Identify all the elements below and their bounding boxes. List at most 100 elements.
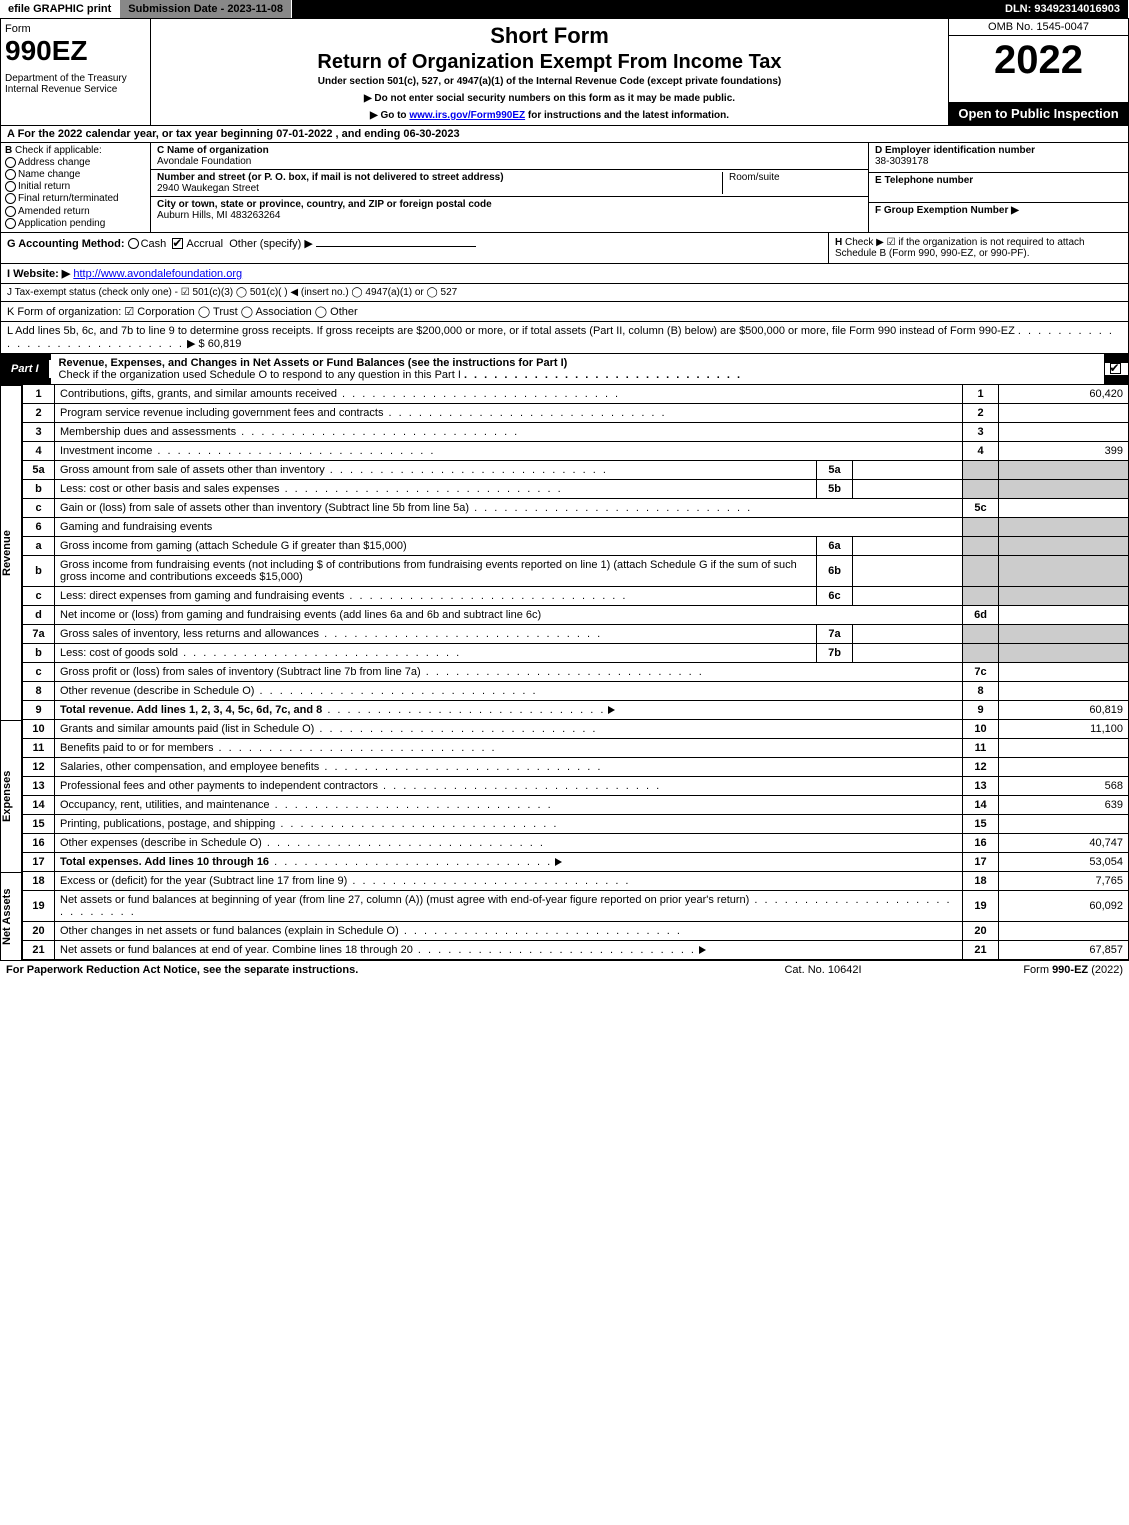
arrow-icon	[608, 706, 615, 714]
line-5c: cGain or (loss) from sale of assets othe…	[23, 498, 1129, 517]
line-2: 2Program service revenue including gover…	[23, 403, 1129, 422]
line-7b: bLess: cost of goods sold7b	[23, 643, 1129, 662]
irs-link[interactable]: www.irs.gov/Form990EZ	[409, 110, 525, 121]
omb-number: OMB No. 1545-0047	[949, 19, 1128, 36]
line-21: 21Net assets or fund balances at end of …	[23, 940, 1129, 959]
revenue-table: 1Contributions, gifts, grants, and simil…	[22, 385, 1129, 720]
c-name-label: C Name of organization	[157, 145, 269, 156]
top-bar: efile GRAPHIC print Submission Date - 20…	[0, 0, 1129, 18]
revenue-sidelabel: Revenue	[0, 385, 22, 720]
short-form-title: Short Form	[159, 23, 940, 49]
line-5b: bLess: cost or other basis and sales exp…	[23, 479, 1129, 498]
line-20: 20Other changes in net assets or fund ba…	[23, 921, 1129, 940]
line-1: 1Contributions, gifts, grants, and simil…	[23, 385, 1129, 404]
dln: DLN: 93492314016903	[997, 0, 1129, 18]
department: Department of the Treasury Internal Reve…	[5, 73, 146, 95]
form-word: Form	[5, 23, 146, 35]
catalog-number: Cat. No. 10642I	[723, 964, 923, 976]
row-l: L Add lines 5b, 6c, and 7b to line 9 to …	[0, 322, 1129, 354]
row-i: I Website: ▶ http://www.avondalefoundati…	[0, 264, 1129, 284]
ein: 38-3039178	[875, 156, 928, 167]
revenue-section: Revenue 1Contributions, gifts, grants, a…	[0, 385, 1129, 720]
form-subtitle: Under section 501(c), 527, or 4947(a)(1)…	[159, 76, 940, 87]
page-footer: For Paperwork Reduction Act Notice, see …	[0, 960, 1129, 979]
accrual-checkbox[interactable]	[172, 238, 183, 249]
line-16: 16Other expenses (describe in Schedule O…	[23, 833, 1129, 852]
line-6b: bGross income from fundraising events (n…	[23, 555, 1129, 586]
form-title: Return of Organization Exempt From Incom…	[159, 51, 940, 74]
opt-initial-return[interactable]: Initial return	[5, 181, 146, 192]
netassets-table: 18Excess or (deficit) for the year (Subt…	[22, 872, 1129, 960]
gross-receipts: ▶ $ 60,819	[187, 338, 241, 350]
line-7a: 7aGross sales of inventory, less returns…	[23, 624, 1129, 643]
c-city-label: City or town, state or province, country…	[157, 199, 492, 210]
row-a-tax-year: A For the 2022 calendar year, or tax yea…	[0, 126, 1129, 143]
org-address: 2940 Waukegan Street	[157, 183, 722, 194]
line-6c: cLess: direct expenses from gaming and f…	[23, 586, 1129, 605]
line-4: 4Investment income4399	[23, 441, 1129, 460]
line-17: 17Total expenses. Add lines 10 through 1…	[23, 852, 1129, 871]
line-18: 18Excess or (deficit) for the year (Subt…	[23, 872, 1129, 891]
arrow-icon	[699, 946, 706, 954]
paperwork-notice: For Paperwork Reduction Act Notice, see …	[6, 964, 723, 976]
form-number: 990EZ	[5, 35, 146, 67]
opt-amended-return[interactable]: Amended return	[5, 206, 146, 217]
part-1-check[interactable]	[1104, 363, 1128, 375]
cash-radio[interactable]	[128, 238, 139, 249]
submission-date: Submission Date - 2023-11-08	[120, 0, 292, 18]
expenses-section: Expenses 10Grants and similar amounts pa…	[0, 720, 1129, 872]
section-b: B Check if applicable: Address change Na…	[1, 143, 151, 232]
line-8: 8Other revenue (describe in Schedule O)8	[23, 681, 1129, 700]
line-13: 13Professional fees and other payments t…	[23, 776, 1129, 795]
goto-note: ▶ Go to www.irs.gov/Form990EZ for instru…	[159, 110, 940, 121]
e-phone-label: E Telephone number	[875, 175, 973, 186]
form-ref: Form 990-EZ (2022)	[923, 964, 1123, 976]
f-group-exemption: F Group Exemption Number ▶	[875, 205, 1019, 216]
row-k: K Form of organization: ☑ Corporation ◯ …	[0, 302, 1129, 322]
expenses-table: 10Grants and similar amounts paid (list …	[22, 720, 1129, 872]
section-c: C Name of organization Avondale Foundati…	[151, 143, 868, 232]
part-1-tag: Part I	[1, 360, 51, 378]
line-3: 3Membership dues and assessments3	[23, 422, 1129, 441]
line-7c: cGross profit or (loss) from sales of in…	[23, 662, 1129, 681]
line-6: 6Gaming and fundraising events	[23, 517, 1129, 536]
line-14: 14Occupancy, rent, utilities, and mainte…	[23, 795, 1129, 814]
header-mid: Short Form Return of Organization Exempt…	[151, 19, 948, 125]
website-link[interactable]: http://www.avondalefoundation.org	[73, 268, 242, 280]
ssn-warning: ▶ Do not enter social security numbers o…	[159, 93, 940, 104]
header-left: Form 990EZ Department of the Treasury In…	[1, 19, 151, 125]
opt-name-change[interactable]: Name change	[5, 169, 146, 180]
b-letter: B	[5, 145, 12, 156]
row-gh: G Accounting Method: Cash Accrual Other …	[0, 233, 1129, 264]
header-right: OMB No. 1545-0047 2022 Open to Public In…	[948, 19, 1128, 125]
opt-application-pending[interactable]: Application pending	[5, 218, 146, 229]
d-ein-label: D Employer identification number	[875, 145, 1035, 156]
netassets-section: Net Assets 18Excess or (deficit) for the…	[0, 872, 1129, 960]
form-header: Form 990EZ Department of the Treasury In…	[0, 18, 1129, 126]
block-bcdef: B Check if applicable: Address change Na…	[0, 143, 1129, 233]
line-9: 9Total revenue. Add lines 1, 2, 3, 4, 5c…	[23, 700, 1129, 719]
c-addr-label: Number and street (or P. O. box, if mail…	[157, 172, 504, 183]
section-def: D Employer identification number 38-3039…	[868, 143, 1128, 232]
opt-final-return[interactable]: Final return/terminated	[5, 193, 146, 204]
expenses-sidelabel: Expenses	[0, 720, 22, 872]
line-5a: 5aGross amount from sale of assets other…	[23, 460, 1129, 479]
tax-year: 2022	[949, 36, 1128, 102]
line-12: 12Salaries, other compensation, and empl…	[23, 757, 1129, 776]
open-to-public: Open to Public Inspection	[949, 102, 1128, 125]
check-if-applicable: Check if applicable:	[15, 145, 102, 156]
part-1-title: Revenue, Expenses, and Changes in Net As…	[51, 354, 1104, 384]
org-city: Auburn Hills, MI 483263264	[157, 210, 862, 221]
row-j: J Tax-exempt status (check only one) - ☑…	[0, 284, 1129, 302]
section-h: H Check ▶ ☑ if the organization is not r…	[828, 233, 1128, 263]
line-6a: aGross income from gaming (attach Schedu…	[23, 536, 1129, 555]
org-name: Avondale Foundation	[157, 156, 862, 167]
line-6d: dNet income or (loss) from gaming and fu…	[23, 605, 1129, 624]
opt-address-change[interactable]: Address change	[5, 157, 146, 168]
line-10: 10Grants and similar amounts paid (list …	[23, 720, 1129, 739]
part-1-header: Part I Revenue, Expenses, and Changes in…	[0, 354, 1129, 385]
line-19: 19Net assets or fund balances at beginni…	[23, 890, 1129, 921]
line-15: 15Printing, publications, postage, and s…	[23, 814, 1129, 833]
arrow-icon	[555, 858, 562, 866]
efile-label[interactable]: efile GRAPHIC print	[0, 0, 120, 18]
